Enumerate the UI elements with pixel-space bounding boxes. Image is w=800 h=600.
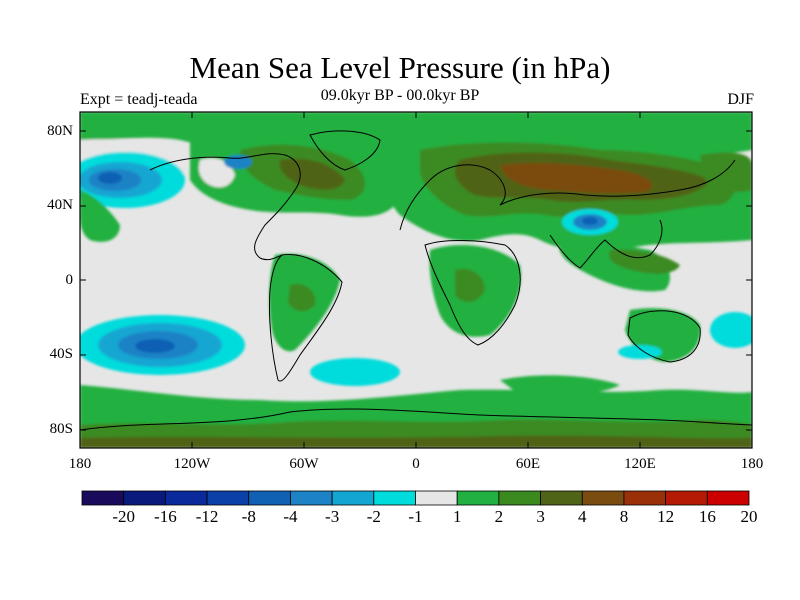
colorbar-swatch <box>581 490 625 506</box>
colorbar-label: 16 <box>698 507 716 526</box>
colorbar-swatch <box>331 490 375 506</box>
colorbar-label: -12 <box>195 507 219 526</box>
colorbar-label: -8 <box>241 507 256 526</box>
colorbar-swatch <box>290 490 333 506</box>
lat-label-80s: 80S <box>49 421 73 437</box>
colorbar-label: 4 <box>578 507 587 526</box>
colorbar-swatch <box>248 490 291 506</box>
colorbar-label: 8 <box>619 507 629 526</box>
colorbar-label: 20 <box>740 507 758 526</box>
colorbar-label: 1 <box>452 507 462 526</box>
colorbar-label: -16 <box>154 507 177 526</box>
pressure-field <box>80 112 752 448</box>
map-title: Mean Sea Level Pressure (in hPa) <box>189 50 611 85</box>
season-label: DJF <box>727 91 754 108</box>
lat-label-40s: 40S <box>49 346 73 362</box>
colorbar-swatch <box>706 490 750 506</box>
colorbar-swatch <box>498 490 541 506</box>
period-label: 09.0kyr BP - 00.0kyr BP <box>320 87 480 104</box>
lon-label-180w: 180 <box>68 456 92 472</box>
colorbar-swatch <box>623 490 667 506</box>
colorbar-label: -20 <box>112 507 136 526</box>
colorbar-label: -4 <box>283 507 298 526</box>
axis-ticks <box>80 112 752 448</box>
colorbar <box>81 490 750 506</box>
colorbar-label: 3 <box>536 507 545 526</box>
lon-label-180e: 180 <box>740 456 764 472</box>
colorbar-label: 2 <box>494 507 504 526</box>
colorbar-swatch <box>540 490 583 506</box>
colorbar-swatch <box>415 490 458 506</box>
colorbar-label: -3 <box>325 507 340 526</box>
colorbar-swatch <box>164 490 208 506</box>
colorbar-swatch <box>81 490 125 506</box>
colorbar-label: 12 <box>657 507 675 526</box>
colorbar-label: -1 <box>408 507 423 526</box>
lon-label-0: 0 <box>412 456 420 472</box>
colorbar-swatch <box>123 490 166 506</box>
lat-label-40n: 40N <box>47 197 73 213</box>
colorbar-swatch <box>665 490 708 506</box>
colorbar-swatch <box>456 490 500 506</box>
lat-label-80n: 80N <box>47 123 73 139</box>
coastlines <box>80 130 752 431</box>
lon-label-60w: 60W <box>289 456 319 472</box>
lon-label-120e: 120E <box>624 456 656 472</box>
colorbar-swatch <box>373 490 416 506</box>
lon-label-120w: 120W <box>173 456 211 472</box>
experiment-label: Expt = teadj-teada <box>80 91 198 108</box>
lon-label-60e: 60E <box>515 456 541 472</box>
colorbar-swatch <box>206 490 250 506</box>
colorbar-label: -2 <box>366 507 381 526</box>
lat-label-0: 0 <box>65 272 74 288</box>
